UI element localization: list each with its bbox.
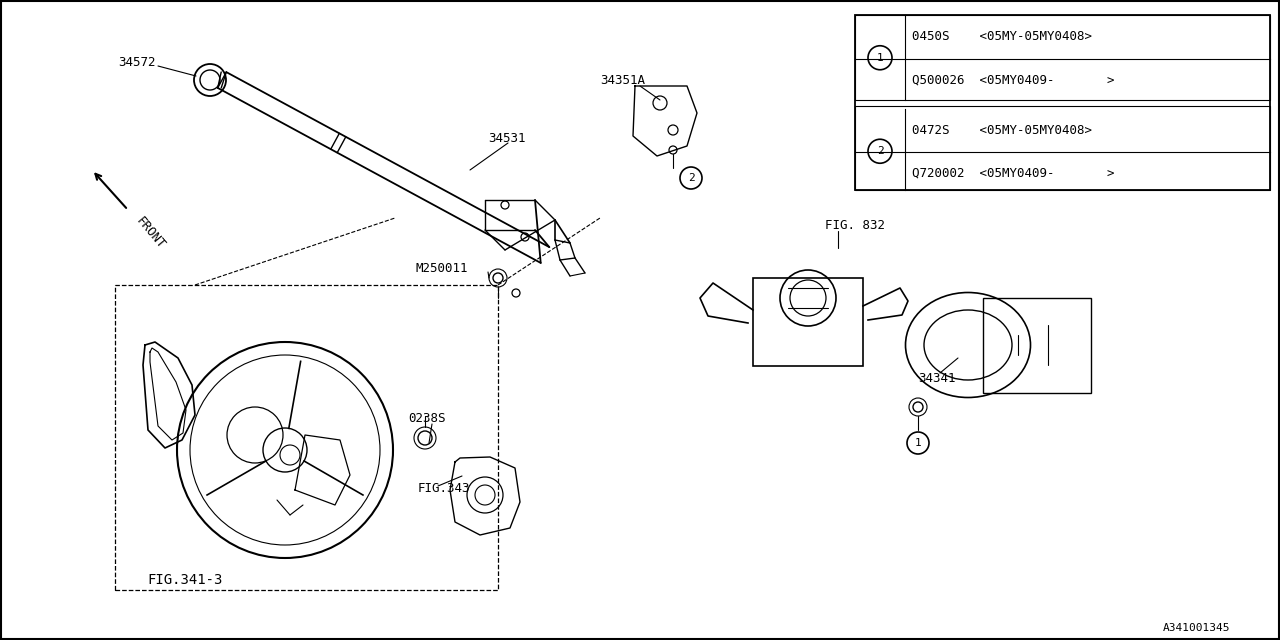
Text: M250011: M250011 [415, 262, 467, 275]
Text: 1: 1 [877, 52, 883, 63]
Text: FIG.341-3: FIG.341-3 [147, 573, 223, 587]
Text: 0450S    <05MY-05MY0408>: 0450S <05MY-05MY0408> [913, 30, 1092, 44]
Bar [753, 278, 863, 366]
Text: 34341: 34341 [918, 371, 955, 385]
Text: FIG.343: FIG.343 [419, 481, 471, 495]
Text: FIG. 832: FIG. 832 [826, 218, 884, 232]
Bar [855, 15, 1270, 99]
Bar [855, 106, 1270, 190]
Text: Q500026  <05MY0409-       >: Q500026 <05MY0409- > [913, 73, 1115, 86]
Text: 0238S: 0238S [408, 412, 445, 424]
Text: A341001345: A341001345 [1162, 623, 1230, 633]
Text: 34572: 34572 [118, 56, 155, 68]
Text: 1: 1 [915, 438, 922, 448]
Text: 34531: 34531 [488, 131, 526, 145]
Bar [855, 15, 1270, 190]
Bar [983, 298, 1091, 393]
Text: 2: 2 [877, 147, 883, 156]
Text: 0472S    <05MY-05MY0408>: 0472S <05MY-05MY0408> [913, 124, 1092, 137]
Text: 2: 2 [687, 173, 694, 183]
Bar [115, 285, 498, 590]
Text: Q720002  <05MY0409-       >: Q720002 <05MY0409- > [913, 166, 1115, 180]
Text: 34351A: 34351A [600, 74, 645, 86]
Text: FRONT: FRONT [133, 215, 168, 252]
